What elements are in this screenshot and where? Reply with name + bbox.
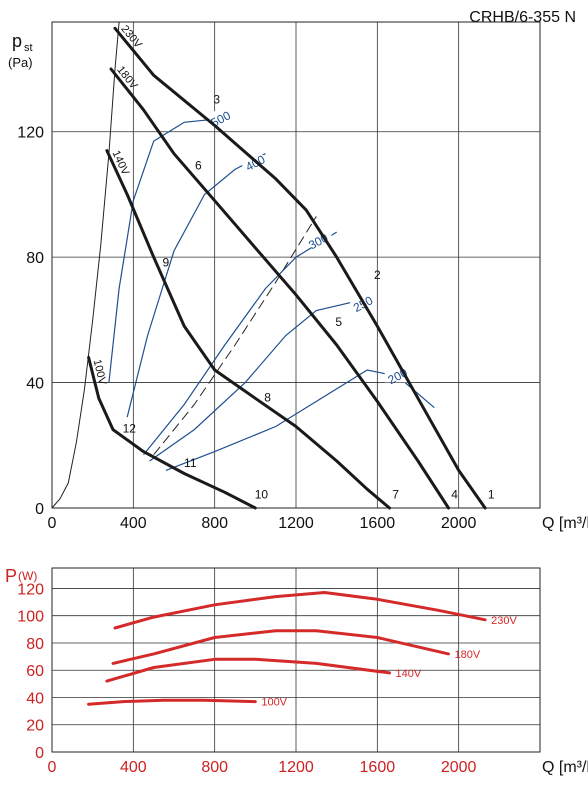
point-label-12: 12 (123, 422, 137, 436)
system-curves (51, 21, 317, 509)
power-y-tick-80: 80 (26, 636, 44, 653)
system-curve-dashed (153, 216, 317, 456)
point-label-2: 2 (374, 268, 381, 282)
system-curve-solid (51, 21, 120, 509)
pressure-y-tick-80: 80 (26, 250, 44, 267)
pressure-x-tick-labels: 0 400 800 1200 1600 2000 (48, 515, 477, 532)
power-x-tick-1200: 1200 (278, 759, 314, 776)
rpm-label-bg-500 (207, 111, 234, 126)
pressure-x-tick-800: 800 (201, 515, 228, 532)
power-x-tick-800: 800 (201, 759, 228, 776)
power-y-tick-20: 20 (26, 718, 44, 735)
pressure-x-axis-label: Q [m³/h] (542, 515, 588, 532)
power-label-140V: 140V (396, 668, 422, 680)
power-label-180V: 180V (455, 649, 481, 661)
point-label-11: 11 (184, 456, 197, 470)
power-x-axis-label: Q [m³/h] (542, 759, 588, 776)
pressure-y-tick-120: 120 (17, 125, 44, 142)
rpm-curve-400 (126, 153, 266, 418)
rpm-curve-250 (149, 300, 358, 462)
point-label-9: 9 (163, 256, 170, 270)
pressure-y-tick-labels: 0 40 80 120 (17, 125, 44, 518)
power-y-axis-label: P (W) (5, 566, 37, 586)
point-label-4: 4 (451, 488, 458, 502)
power-curve-140V (105, 657, 391, 683)
power-y-tick-0: 0 (35, 745, 44, 762)
pressure-y-label-main: p (12, 31, 22, 51)
rpm-curve-500 (108, 118, 215, 383)
pressure-x-tick-1600: 1600 (360, 515, 396, 532)
fan-curve-140V (105, 149, 391, 510)
point-label-3: 3 (213, 93, 220, 107)
power-y-label-unit: (W) (18, 569, 37, 583)
point-label-5: 5 (335, 315, 342, 329)
power-label-230V: 230V (491, 615, 517, 627)
power-y-tick-60: 60 (26, 663, 44, 680)
power-curves: 230V 180V 140V 100V (87, 591, 517, 709)
power-chart: 0 400 800 1200 1600 2000 0 20 40 60 80 100 120 Q [m³/… (5, 566, 588, 776)
fan-curve-100V (87, 356, 257, 510)
power-x-tick-400: 400 (120, 759, 147, 776)
power-curve-180V (111, 629, 450, 665)
pressure-chart: 0 400 800 1200 1600 2000 0 40 80 120 Q [m³/h] pst(P… (8, 21, 588, 532)
pressure-x-tick-0: 0 (48, 515, 57, 532)
power-y-tick-labels: 0 20 40 60 80 100 120 (17, 581, 44, 762)
power-x-tick-1600: 1600 (360, 759, 396, 776)
power-y-tick-100: 100 (17, 609, 44, 626)
point-label-1: 1 (488, 488, 495, 502)
pressure-y-axis-label: p st(Pa) (8, 31, 33, 70)
power-y-label-main: P (5, 566, 17, 586)
power-x-tick-0: 0 (48, 759, 57, 776)
point-label-7: 7 (392, 488, 399, 502)
pressure-y-label-unit: (Pa) (8, 55, 33, 70)
power-y-tick-120: 120 (17, 581, 44, 598)
point-label-6: 6 (195, 158, 202, 172)
pressure-y-tick-40: 40 (26, 376, 44, 393)
fan-curve-180V (109, 67, 450, 510)
point-label-10: 10 (255, 488, 269, 502)
power-curve-230V (113, 591, 487, 630)
rpm-curve-300 (143, 231, 338, 456)
pressure-x-tick-1200: 1200 (278, 515, 314, 532)
power-curve-100V (87, 698, 257, 706)
pressure-y-label-sub: st (24, 42, 33, 54)
power-x-tick-2000: 2000 (441, 759, 477, 776)
pressure-x-tick-400: 400 (120, 515, 147, 532)
point-label-8: 8 (264, 390, 271, 404)
power-y-tick-40: 40 (26, 690, 44, 707)
pressure-y-tick-0: 0 (35, 501, 44, 518)
power-label-100V: 100V (261, 697, 287, 709)
pressure-x-tick-2000: 2000 (441, 515, 477, 532)
power-x-tick-labels: 0 400 800 1200 1600 2000 (48, 759, 477, 776)
fan-curve-230V (113, 26, 487, 510)
